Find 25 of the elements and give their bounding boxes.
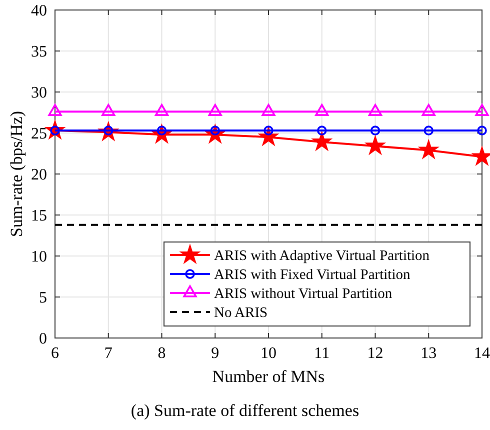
text: (a) Sum-rate of different schemes	[130, 401, 360, 420]
x-tick-label: 12	[367, 345, 384, 362]
x-tick-label: 11	[314, 345, 330, 362]
y-tick-label: 30	[31, 84, 47, 102]
y-tick-label: 20	[31, 166, 47, 184]
y-tick-label: 15	[31, 208, 47, 224]
legend-label: ARIS with Fixed Virtual Partition	[214, 267, 411, 283]
x-tick-label: 6	[51, 345, 59, 362]
y-tick-label: 0	[39, 330, 47, 348]
x-tick-label: 13	[420, 345, 437, 362]
legend-label: ARIS with Adaptive Virtual Partition	[214, 248, 430, 264]
y-axis-title: Sum-rate (bps/Hz)	[7, 110, 26, 238]
x-tick-label: 8	[158, 345, 166, 362]
legend-label: ARIS without Virtual Partition	[214, 286, 393, 302]
x-tick-label: 10	[260, 345, 276, 362]
legend-label: No ARIS	[214, 305, 268, 321]
y-tick-label: 40	[31, 2, 47, 20]
x-tick-label: 7	[104, 345, 112, 362]
x-axis-title: Number of MNs	[212, 367, 325, 386]
y-tick-label: 25	[31, 126, 47, 142]
x-tick-label: 9	[211, 345, 220, 362]
x-tick-label: 14	[474, 345, 490, 362]
y-tick-label: 10	[31, 248, 47, 266]
y-tick-label: 35	[31, 44, 47, 60]
y-tick-label: 5	[39, 290, 47, 306]
